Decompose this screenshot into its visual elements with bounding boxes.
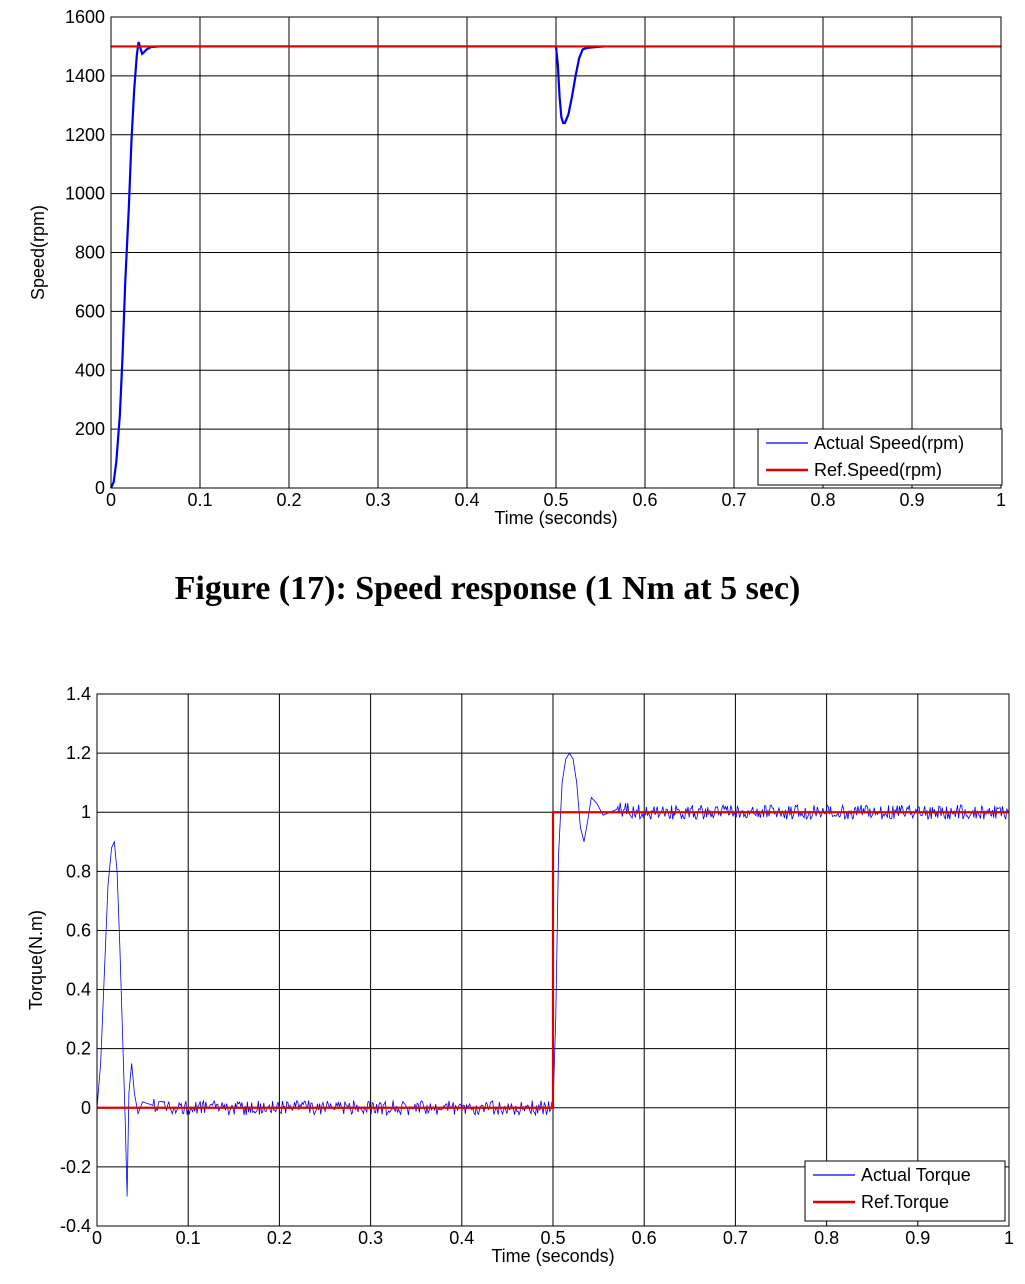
legend-label: Actual Torque [861, 1165, 971, 1185]
x-tick-label: 0.4 [454, 490, 479, 510]
y-tick-label: 0 [81, 1098, 91, 1118]
y-tick-label: 600 [75, 301, 105, 321]
x-tick-label: 0.3 [358, 1228, 383, 1248]
y-tick-label: 1600 [65, 7, 105, 27]
x-tick-label: 0.7 [723, 1228, 748, 1248]
x-tick-label: 0.1 [176, 1228, 201, 1248]
x-tick-label: 0 [106, 490, 116, 510]
x-tick-label: 0.7 [721, 490, 746, 510]
x-tick-label: 0.6 [632, 490, 657, 510]
y-tick-label: 0.2 [66, 1039, 91, 1059]
speed-chart: 0 0.1 0.2 0.3 0.4 0.5 0.6 0.7 0.8 0.9 1 0 200 400 600 8… [28, 7, 1006, 528]
legend-label: Ref.Speed(rpm) [814, 460, 942, 480]
plot-frame [110, 16, 1002, 489]
y-tick-label: 1400 [65, 66, 105, 86]
y-tick-label: -0.4 [60, 1216, 91, 1236]
legend-box [804, 1160, 1006, 1222]
series-line-actual [96, 752, 1010, 1197]
y-tick-label: 1.2 [66, 743, 91, 763]
x-tick-label: 0 [92, 1228, 102, 1248]
x-tick-label: 0.1 [187, 490, 212, 510]
x-axis-label: Time (seconds) [491, 1246, 614, 1266]
x-tick-label: 0.4 [449, 1228, 474, 1248]
x-tick-label: 0.9 [905, 1228, 930, 1248]
legend-label: Actual Speed(rpm) [814, 433, 964, 453]
y-tick-label: 800 [75, 243, 105, 263]
x-tick-label: 0.6 [632, 1228, 657, 1248]
x-tick-label: 0.8 [810, 490, 835, 510]
x-tick-label: 0.2 [276, 490, 301, 510]
x-axis-label: Time (seconds) [494, 508, 617, 528]
y-axis-label: Speed(rpm) [28, 205, 48, 300]
y-tick-label: 0.4 [66, 980, 91, 1000]
x-tick-label: 0.9 [899, 490, 924, 510]
legend-label: Ref.Torque [861, 1192, 949, 1212]
y-tick-label: 200 [75, 419, 105, 439]
y-tick-label: 0.6 [66, 920, 91, 940]
figure-caption: Figure (17): Speed response (1 Nm at 5 s… [174, 570, 801, 607]
x-tick-label: 1 [996, 490, 1006, 510]
y-tick-label: 1.4 [66, 684, 91, 704]
y-tick-label: 0 [95, 478, 105, 498]
y-axis-label: Torque(N.m) [26, 910, 46, 1010]
y-tick-label: 1000 [65, 184, 105, 204]
y-tick-label: -0.2 [60, 1157, 91, 1177]
y-tick-label: 400 [75, 360, 105, 380]
torque-chart: 0 0.1 0.2 0.3 0.4 0.5 0.6 0.7 0.8 0.9 1 -0.4 -0.2 0 0.… [26, 684, 1014, 1266]
legend-box [757, 428, 1003, 486]
y-tick-label: 1 [81, 802, 91, 822]
y-tick-label: 1200 [65, 125, 105, 145]
x-tick-label: 0.3 [365, 490, 390, 510]
x-tick-label: 0.5 [543, 490, 568, 510]
plot-frame [96, 693, 1010, 1227]
x-tick-label: 0.2 [267, 1228, 292, 1248]
y-tick-label: 0.8 [66, 861, 91, 881]
x-tick-label: 0.8 [814, 1228, 839, 1248]
x-tick-label: 0.5 [540, 1228, 565, 1248]
x-tick-label: 1 [1004, 1228, 1014, 1248]
series-line-ref [97, 811, 1009, 1109]
